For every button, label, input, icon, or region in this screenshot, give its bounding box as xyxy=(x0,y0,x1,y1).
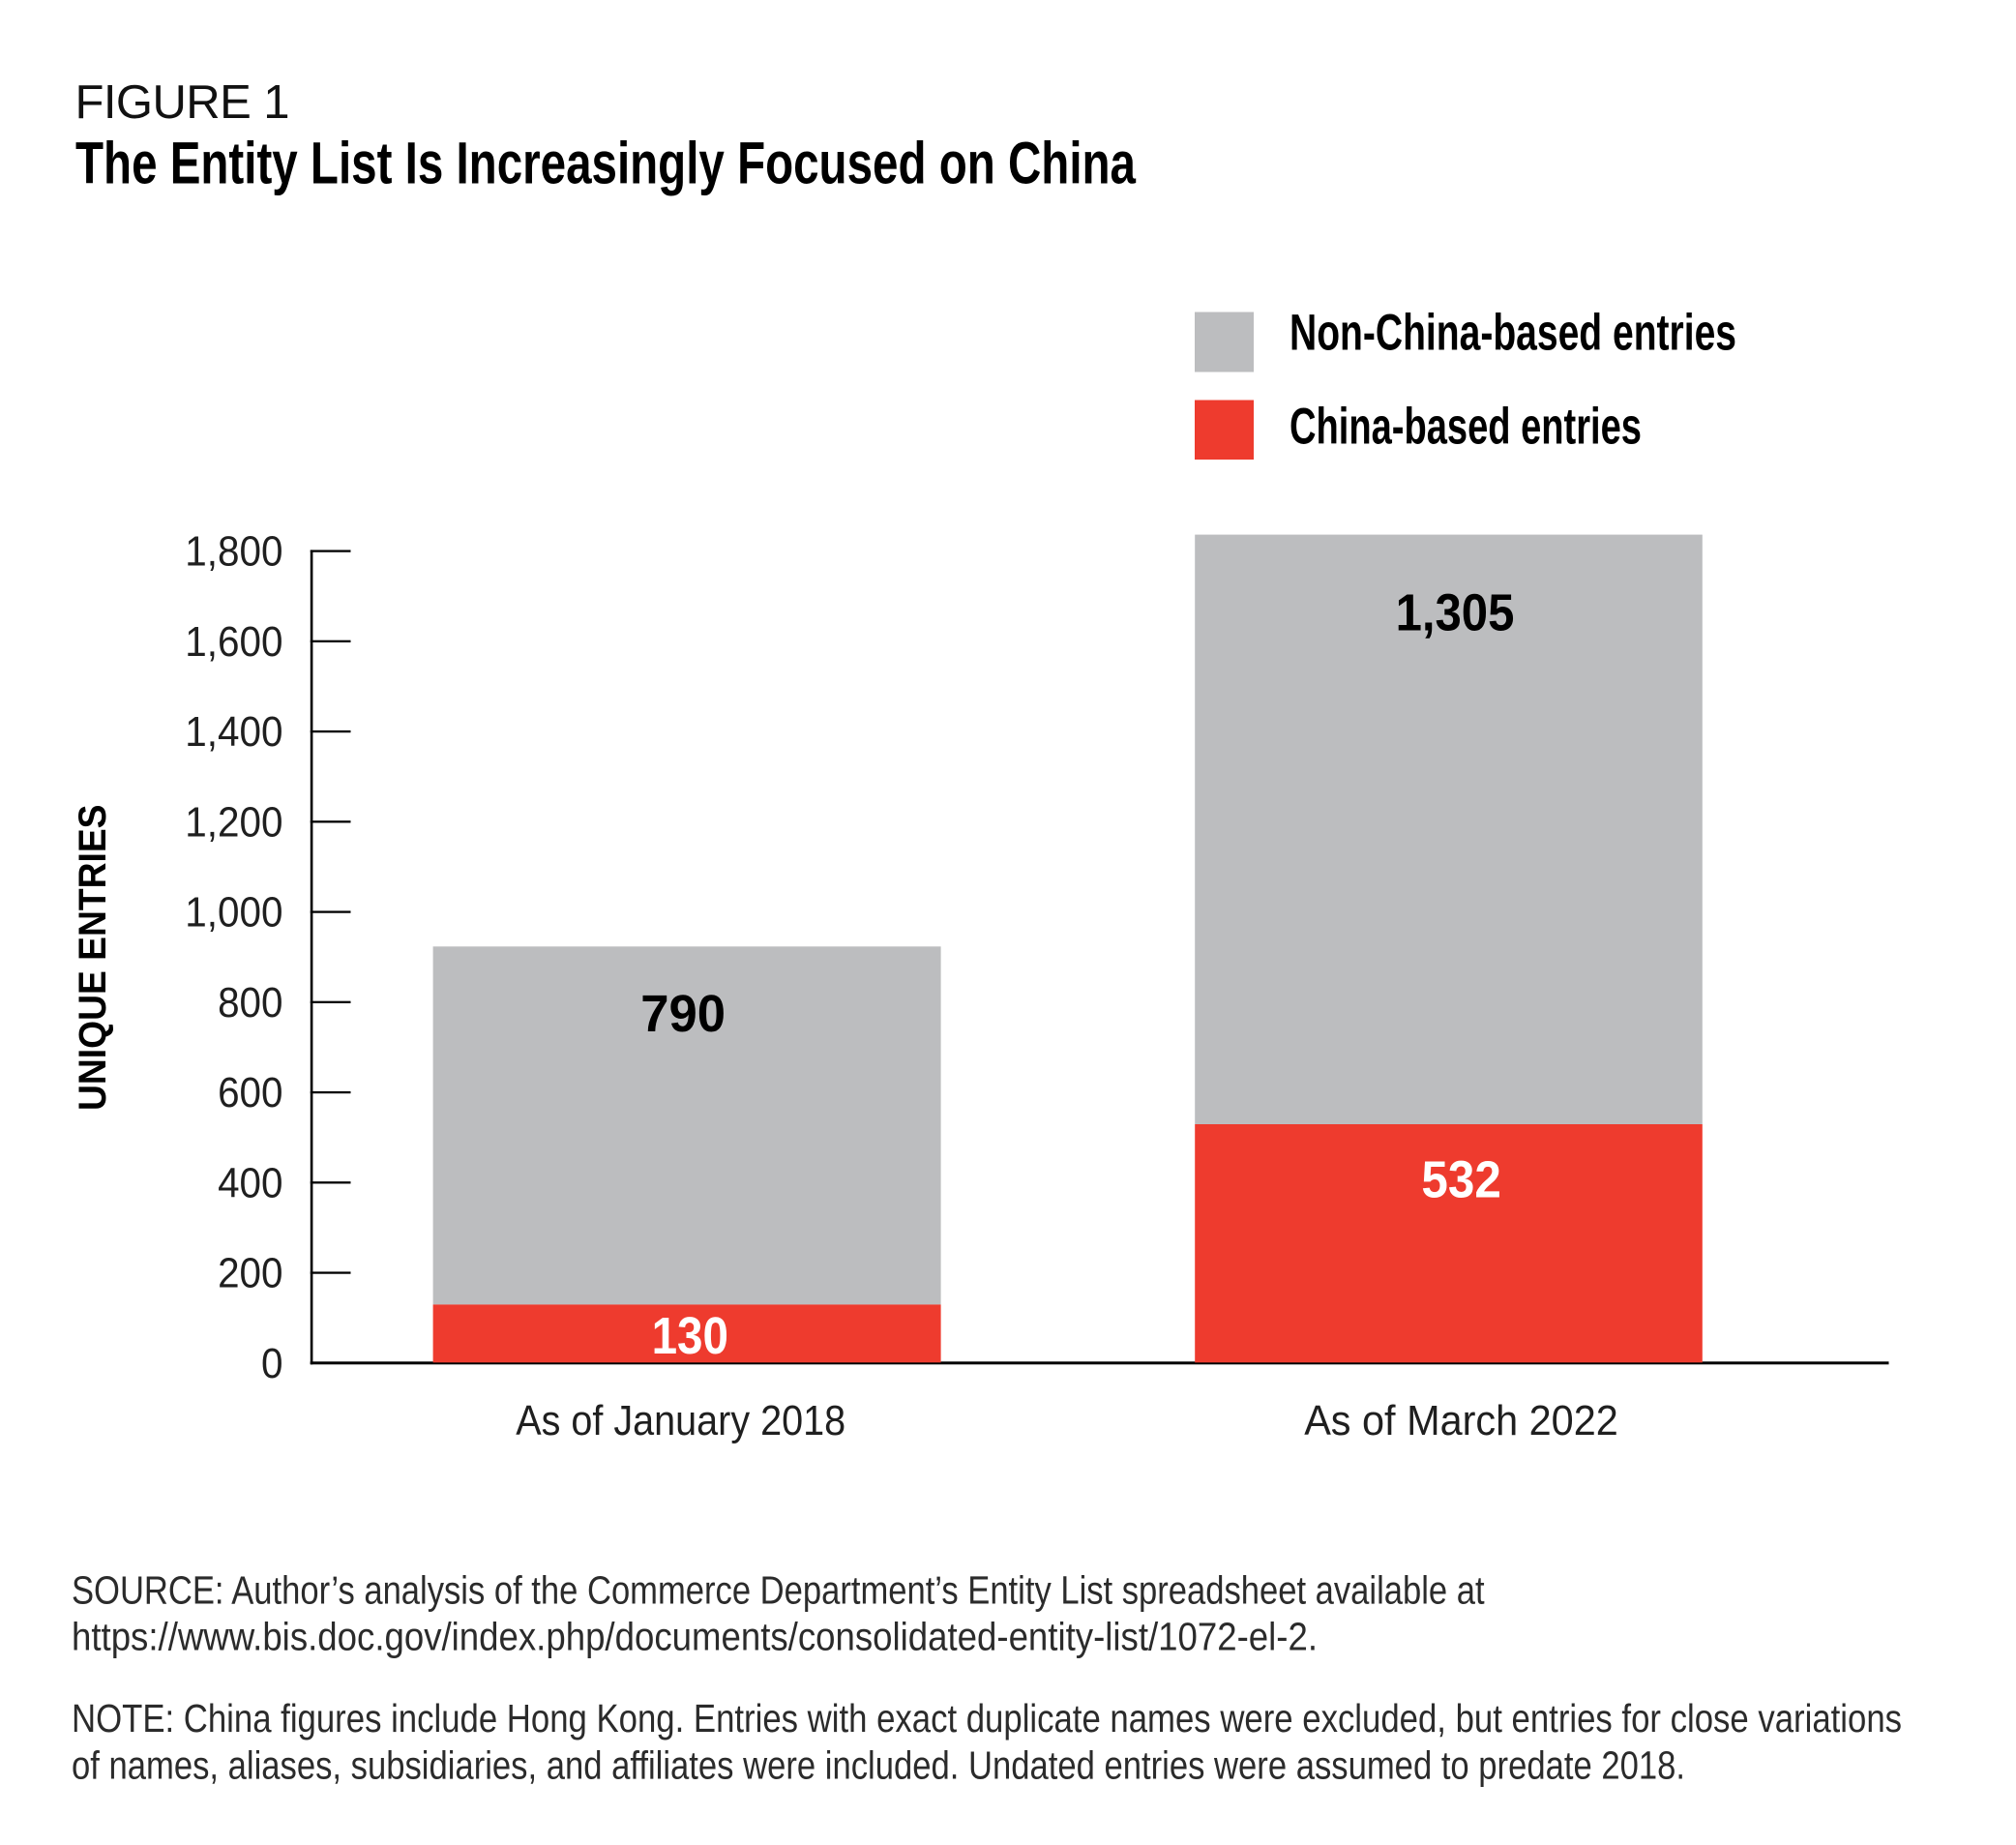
svg-text:The Entity List Is Increasingl: The Entity List Is Increasingly Focused … xyxy=(75,131,1137,196)
svg-text:1,400: 1,400 xyxy=(185,708,282,756)
svg-text:As of January 2018: As of January 2018 xyxy=(516,1398,845,1444)
svg-text:1,305: 1,305 xyxy=(1396,584,1515,642)
svg-text:Non-China-based entries: Non-China-based entries xyxy=(1290,305,1736,362)
svg-text:As of March 2022: As of March 2022 xyxy=(1304,1398,1618,1444)
svg-text:800: 800 xyxy=(218,979,282,1027)
svg-text:130: 130 xyxy=(652,1307,728,1365)
svg-text:0: 0 xyxy=(261,1340,283,1387)
svg-text:1,000: 1,000 xyxy=(185,889,282,937)
svg-text:1,200: 1,200 xyxy=(185,798,282,846)
svg-text:200: 200 xyxy=(218,1250,282,1297)
svg-text:FIGURE 1: FIGURE 1 xyxy=(75,76,290,129)
svg-text:400: 400 xyxy=(218,1159,282,1206)
svg-text:SOURCE: Author’s analysis of t: SOURCE: Author’s analysis of the Commerc… xyxy=(72,1567,1485,1612)
svg-text:China-based entries: China-based entries xyxy=(1290,399,1642,456)
svg-text:1,600: 1,600 xyxy=(185,618,282,666)
svg-text:of names, aliases, subsidiarie: of names, aliases, subsidiaries, and aff… xyxy=(72,1742,1685,1787)
svg-text:790: 790 xyxy=(640,985,726,1043)
svg-text:600: 600 xyxy=(218,1069,282,1116)
svg-text:UNIQUE ENTRIES: UNIQUE ENTRIES xyxy=(72,805,114,1112)
svg-text:532: 532 xyxy=(1421,1151,1500,1209)
svg-text:1,800: 1,800 xyxy=(185,528,282,576)
svg-text:NOTE: China figures include Ho: NOTE: China figures include Hong Kong. E… xyxy=(72,1696,1902,1741)
svg-text:https://www.bis.doc.gov/index.: https://www.bis.doc.gov/index.php/docume… xyxy=(72,1615,1318,1659)
